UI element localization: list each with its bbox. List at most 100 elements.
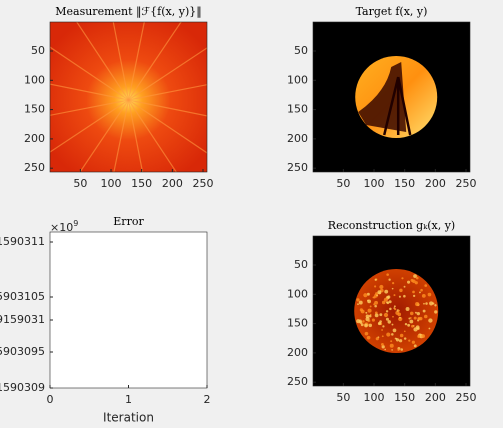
x-tick-label: 200 — [425, 177, 446, 190]
speckle — [383, 297, 388, 302]
y-tick-label: 5903105 — [0, 290, 45, 303]
exponent: ×109 — [50, 219, 78, 235]
speckle — [365, 317, 370, 322]
speckle — [404, 322, 408, 326]
speckle — [424, 284, 428, 287]
speckle — [356, 298, 360, 302]
speckle — [416, 312, 420, 316]
speckle — [384, 348, 387, 351]
speckle — [417, 317, 421, 320]
speckle — [411, 340, 415, 344]
x-tick-label: 100 — [364, 391, 385, 404]
y-tick-label: 50 — [294, 44, 308, 57]
x-tick-label: 150 — [394, 391, 415, 404]
speckle — [385, 310, 389, 313]
y-tick-label: 100 — [24, 73, 45, 86]
speckle — [401, 277, 404, 280]
x-tick-label: 50 — [336, 177, 350, 190]
speckle — [415, 325, 420, 330]
y-tick-label: 200 — [24, 132, 45, 145]
y-tick-label: 250 — [287, 375, 308, 388]
speckle — [417, 334, 421, 339]
speckle — [379, 284, 384, 290]
speckle — [384, 289, 389, 294]
y-tick-label: 1590311 — [0, 235, 45, 248]
y-tick-label: 150 — [287, 317, 308, 330]
streak — [128, 99, 207, 154]
x-tick-label: 1 — [125, 393, 132, 406]
speckle — [414, 281, 418, 285]
streak — [50, 99, 129, 116]
x-tick-label: 150 — [394, 177, 415, 190]
speckle — [397, 312, 402, 317]
speckle — [362, 320, 365, 323]
speckle — [368, 314, 372, 318]
speckle — [359, 321, 363, 324]
speckle — [412, 279, 416, 284]
speckle — [357, 303, 359, 306]
x-tick-label: 200 — [425, 391, 446, 404]
x-tick-label: 0 — [47, 393, 54, 406]
plot-area — [49, 231, 208, 389]
x-tick-label: 200 — [162, 177, 183, 190]
speckle — [414, 311, 417, 314]
x-tick-label: 100 — [101, 177, 122, 190]
speckle — [398, 309, 400, 312]
speckle — [425, 302, 428, 305]
speckle — [392, 328, 397, 333]
speckle — [405, 307, 410, 311]
speckle — [388, 278, 391, 281]
speckle — [389, 343, 394, 348]
speckle — [428, 318, 433, 323]
speckle — [415, 302, 420, 307]
speckle — [367, 308, 372, 313]
speckle — [409, 316, 412, 319]
panel-title: Target f(x, y) — [356, 5, 428, 18]
streak — [127, 99, 144, 172]
speckle — [409, 319, 414, 324]
y-tick-label: 250 — [287, 161, 308, 174]
speckle — [413, 316, 417, 320]
streak — [50, 99, 129, 153]
y-tick-label: 5903095 — [0, 345, 45, 358]
recon-disc — [354, 269, 439, 353]
speckle — [391, 287, 394, 290]
y-tick-label: 50 — [31, 44, 45, 57]
speckle — [403, 330, 406, 333]
streak — [50, 46, 129, 101]
speckle — [412, 290, 415, 294]
y-tick-label: 150 — [24, 103, 45, 116]
speckle — [385, 317, 389, 321]
speckle — [367, 299, 372, 304]
x-tick-label: 250 — [456, 177, 477, 190]
speckle — [374, 285, 377, 288]
speckle — [423, 314, 428, 319]
x-tick-label: 150 — [131, 177, 152, 190]
speckle — [365, 314, 370, 318]
streak — [50, 83, 129, 101]
speckle — [359, 308, 364, 312]
speckle — [380, 342, 384, 346]
speckle — [400, 348, 404, 351]
target-shape — [358, 62, 407, 132]
speckle — [379, 313, 383, 317]
speckle — [365, 311, 368, 314]
speckle — [387, 320, 392, 324]
speckle — [412, 294, 416, 297]
speckle — [421, 334, 426, 339]
x-tick-label: 100 — [364, 177, 385, 190]
axes-box — [312, 235, 471, 387]
speckle — [409, 311, 414, 316]
speckle — [399, 288, 403, 293]
speckle — [374, 304, 377, 308]
x-axis-label: Iteration — [103, 411, 154, 425]
speckle — [415, 276, 419, 280]
speckle — [407, 280, 411, 284]
streak — [127, 22, 145, 101]
y-tick-label: 250 — [24, 161, 45, 174]
y-tick-label: 100 — [287, 73, 308, 86]
speckle — [382, 325, 385, 328]
y-tick-label: 100 — [287, 287, 308, 300]
speckle — [420, 288, 423, 292]
